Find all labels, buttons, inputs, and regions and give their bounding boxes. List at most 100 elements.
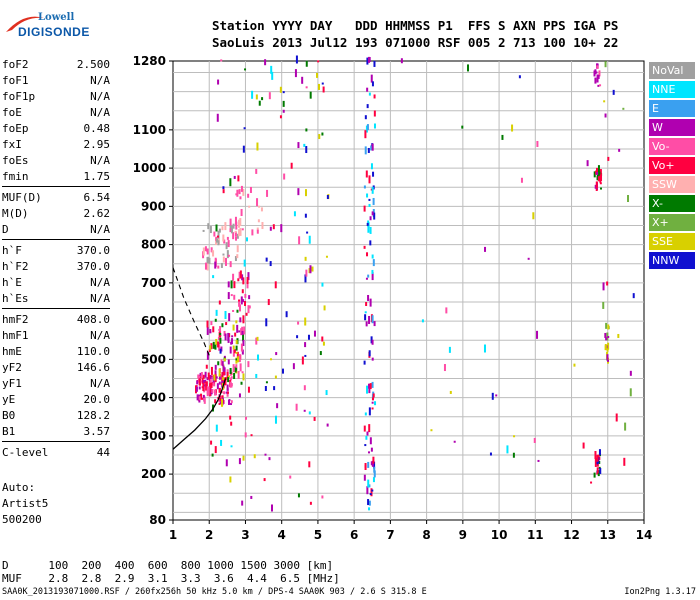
echo-point (632, 293, 635, 299)
echo-point (232, 349, 235, 357)
echo-point (206, 320, 209, 328)
param-row: foF1 N/A (2, 73, 110, 89)
echo-point (244, 293, 247, 298)
echo-point (363, 474, 366, 481)
echo-point (598, 171, 601, 175)
echo-point (222, 256, 225, 263)
echo-point (532, 212, 535, 220)
echo-point (222, 377, 225, 381)
echo-point (372, 259, 375, 267)
legend-item-x-: X- (649, 195, 695, 212)
param-name: foEs (2, 154, 29, 167)
echo-point (368, 484, 371, 488)
echo-point (370, 74, 373, 83)
echo-point (366, 193, 369, 198)
version-label: Ion2Png 1.3.17 (624, 587, 696, 597)
echo-point (220, 359, 223, 366)
echo-point (371, 381, 374, 388)
echo-point (484, 246, 487, 252)
param-name: C-level (2, 446, 49, 459)
echo-point (199, 380, 202, 383)
echo-point (232, 364, 235, 373)
echo-point (373, 321, 376, 327)
echo-point (225, 391, 228, 394)
echo-point (246, 280, 249, 289)
echo-point (232, 345, 235, 350)
echo-point (229, 218, 232, 226)
echo-point (242, 455, 245, 461)
echo-point (370, 461, 373, 466)
param-value: 370.0 (76, 244, 110, 257)
param-name: yF1 (2, 377, 22, 390)
echo-point (250, 495, 253, 499)
echo-point (520, 177, 523, 183)
param-value: 2.62 (83, 207, 111, 220)
echo-point (368, 507, 371, 511)
echo-point (322, 86, 325, 93)
echo-point (368, 315, 371, 324)
echo-point (606, 354, 609, 361)
echo-point (229, 178, 232, 187)
param-name: yF2 (2, 361, 22, 374)
param-value: 128.2 (76, 409, 110, 422)
echo-point (196, 380, 199, 385)
echo-point (371, 254, 374, 259)
echo-point (219, 400, 222, 405)
echo-point (244, 432, 247, 438)
echo-point (243, 127, 246, 130)
echo-point (366, 57, 369, 65)
echo-point (629, 388, 632, 397)
echo-point (206, 263, 209, 271)
electron-density-profile (172, 378, 227, 450)
echo-point (282, 91, 285, 94)
echo-point (239, 227, 242, 236)
param-value: N/A (90, 276, 110, 289)
autoscaling-info: Auto: Artist5 500200 (2, 480, 48, 528)
echo-point (308, 411, 311, 415)
param-name: M(D) (2, 207, 29, 220)
echo-point (229, 377, 232, 381)
echo-point (372, 393, 375, 398)
echo-point (371, 489, 374, 492)
echo-point (370, 488, 373, 497)
echo-point (209, 374, 212, 379)
param-value: 1.75 (83, 170, 111, 183)
echo-point (214, 389, 217, 396)
legend-item-nnw: NNW (649, 252, 695, 269)
echo-point (596, 74, 599, 83)
echo-point (598, 168, 601, 173)
echo-point (217, 361, 220, 366)
echo-point (227, 375, 230, 378)
param-name: foF1p (2, 90, 36, 103)
echo-point (210, 381, 213, 388)
echo-point (536, 140, 539, 147)
echo-point (598, 456, 601, 460)
echo-point (207, 372, 210, 380)
echo-point (230, 421, 233, 426)
echo-point (260, 207, 263, 212)
echo-point (274, 375, 277, 379)
param-name: foF2 (2, 58, 29, 71)
echo-point (195, 386, 198, 392)
echo-point (599, 169, 602, 176)
echo-point (206, 326, 209, 335)
echo-point (536, 330, 539, 339)
echo-point (367, 499, 370, 506)
echo-point (214, 370, 217, 378)
echo-point (237, 175, 240, 182)
echo-point (238, 271, 241, 279)
echo-point (246, 277, 249, 285)
echo-point (231, 335, 234, 338)
echo-point (590, 481, 593, 484)
echo-point (372, 197, 375, 205)
echo-point (232, 273, 235, 281)
echo-point (244, 68, 247, 71)
echo-point (215, 309, 218, 316)
echo-point (304, 354, 307, 357)
echo-point (373, 60, 376, 67)
param-name: yE (2, 393, 16, 406)
muf-table-muf: MUF 2.8 2.8 2.9 3.1 3.3 3.6 4.4 6.5 [MHz… (2, 572, 340, 585)
echo-point (370, 163, 373, 170)
echo-point (594, 77, 597, 84)
echo-point (235, 320, 238, 324)
